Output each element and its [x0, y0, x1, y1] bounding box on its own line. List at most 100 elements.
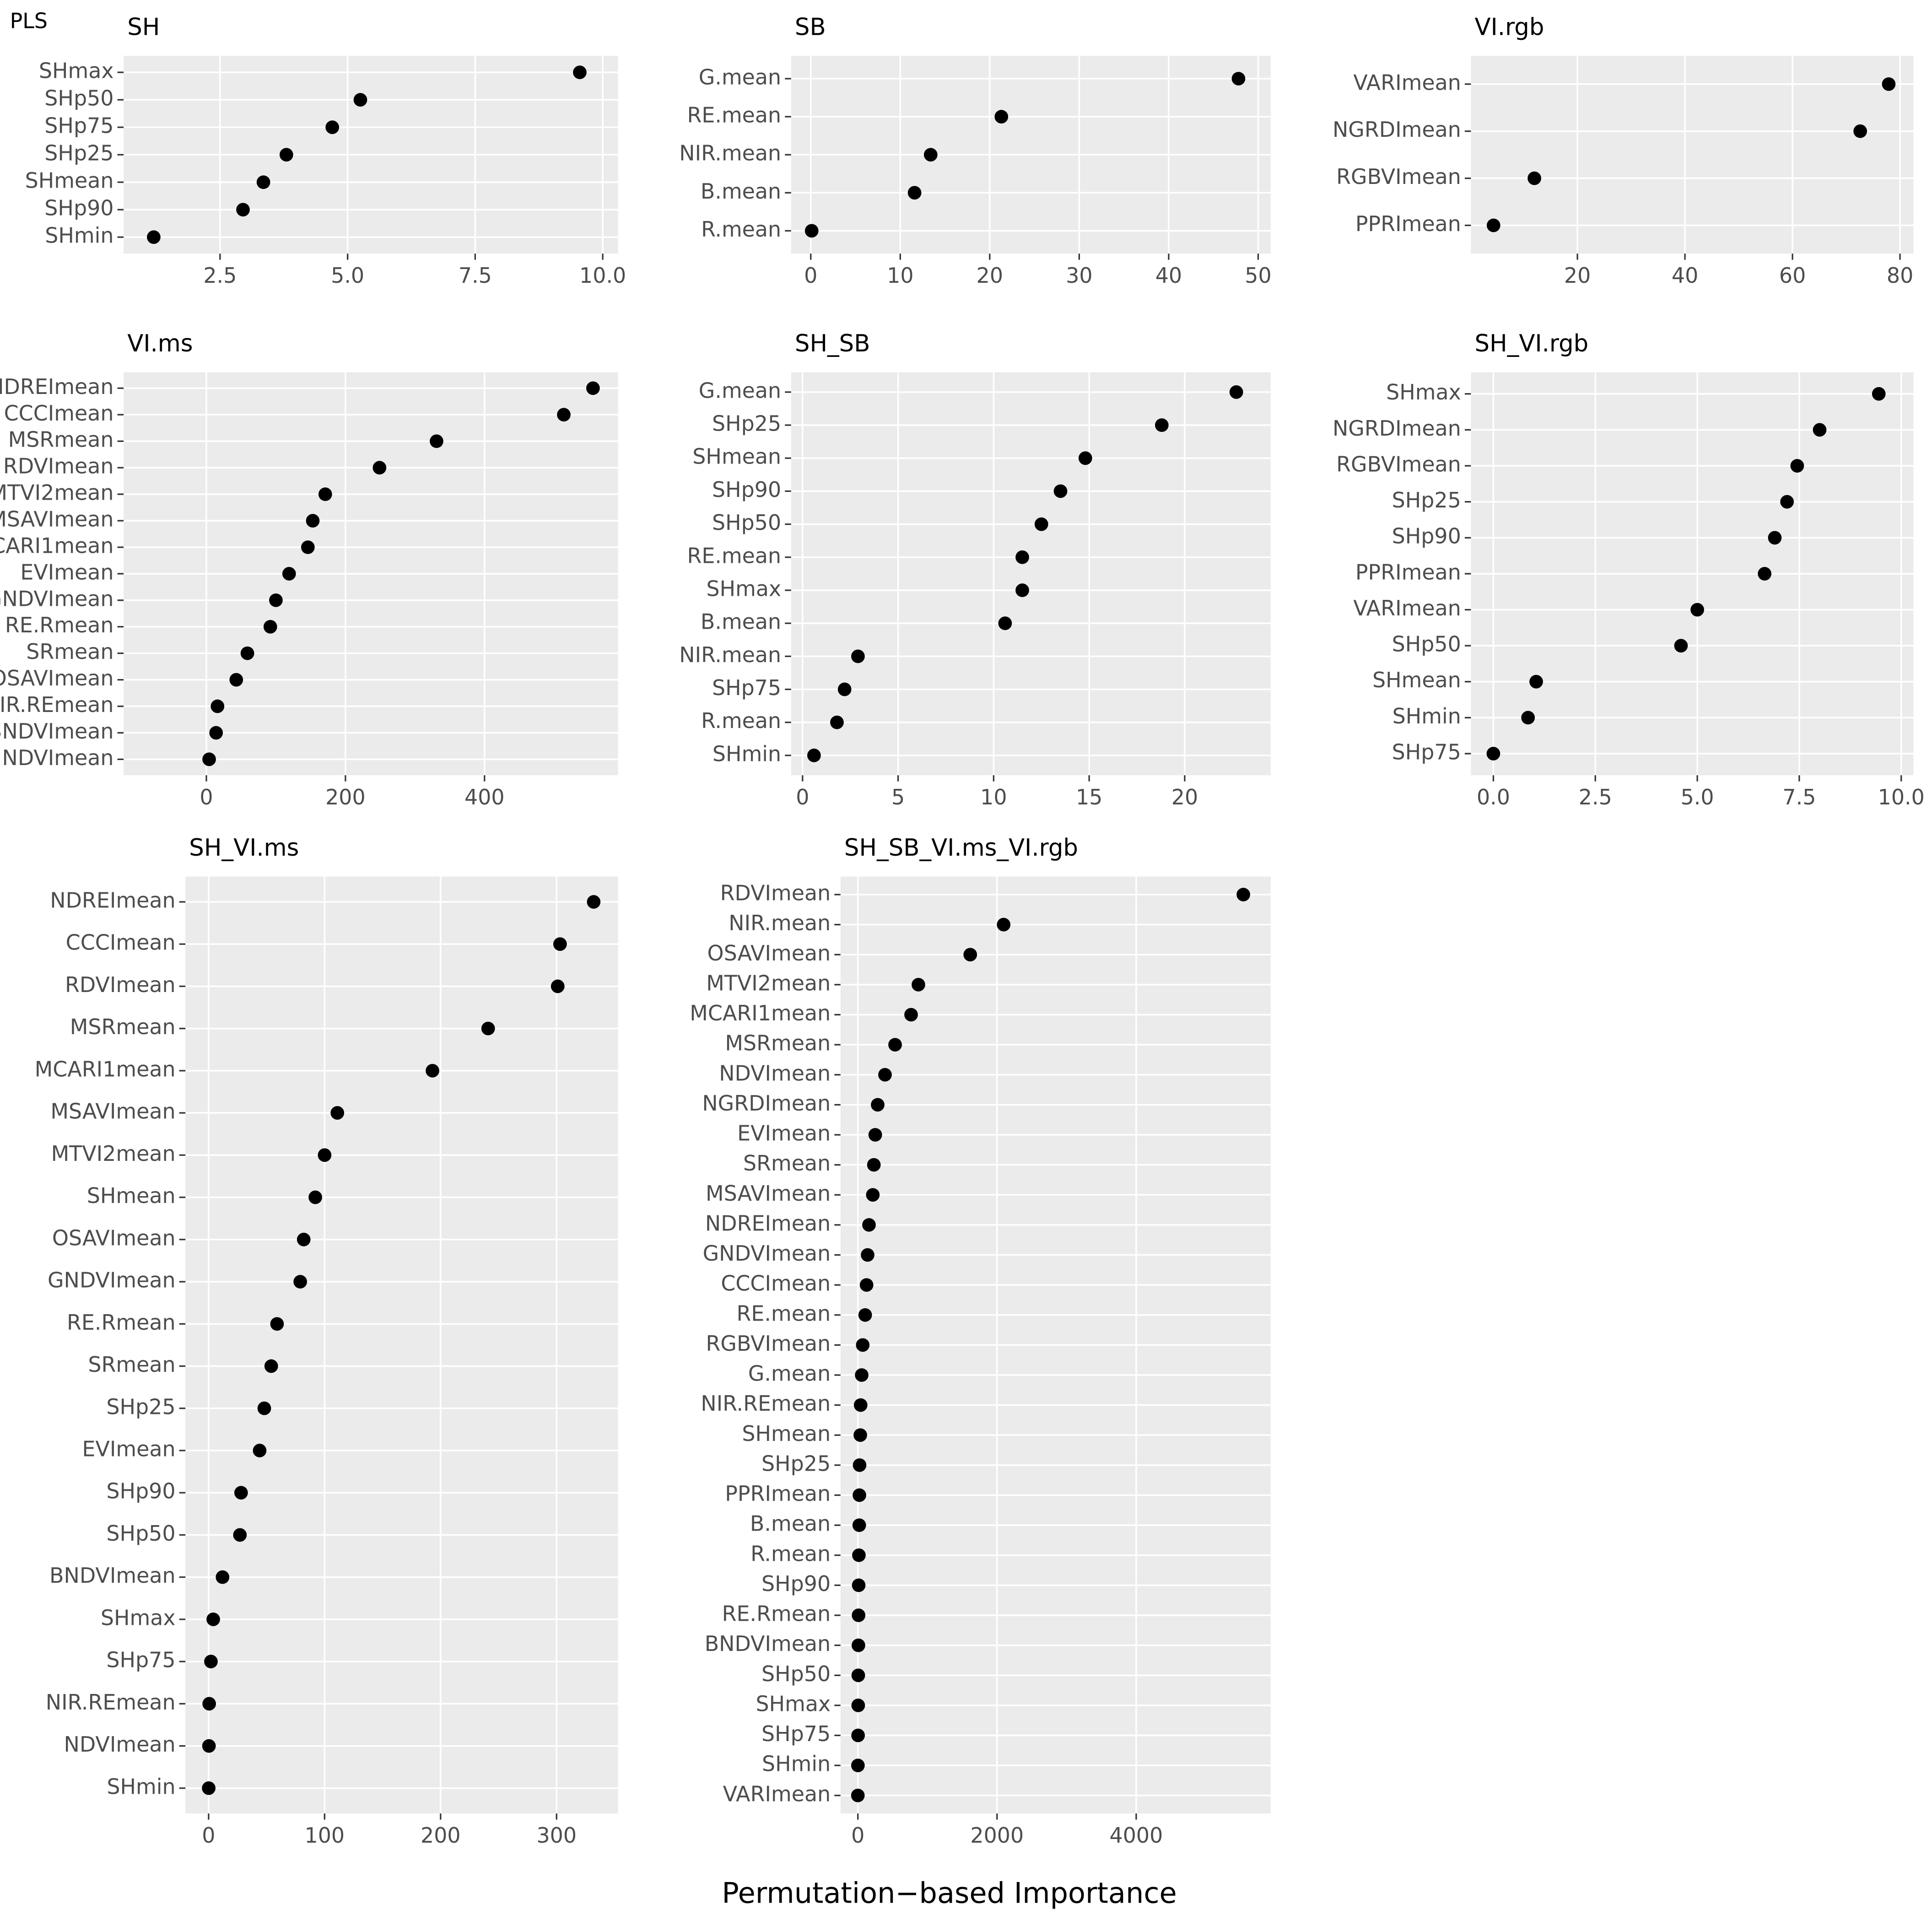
- dot: [586, 381, 600, 395]
- dot: [233, 1528, 247, 1542]
- x-tick-label: 5.0: [331, 263, 364, 288]
- y-tick-label: R.mean: [750, 1541, 831, 1566]
- y-tick-label: RGBVImean: [706, 1331, 831, 1356]
- dot: [1015, 583, 1029, 597]
- dot: [997, 917, 1011, 932]
- dot: [853, 1488, 866, 1502]
- x-tick-label: 0: [804, 263, 817, 288]
- panel-title: VI.ms: [127, 330, 193, 357]
- y-tick-label: RE.Rmean: [5, 613, 114, 637]
- dot: [858, 1308, 872, 1322]
- y-tick-label: RE.Rmean: [67, 1310, 176, 1335]
- x-tick-label: 0: [796, 785, 809, 809]
- dot: [308, 1190, 322, 1204]
- y-tick-label: NDREImean: [50, 888, 175, 913]
- dot: [1790, 459, 1804, 473]
- y-tick-label: SHmin: [762, 1752, 831, 1776]
- y-tick-label: SHmax: [101, 1605, 176, 1630]
- x-tick-label: 20: [1171, 785, 1198, 809]
- dot: [202, 752, 216, 766]
- dot: [202, 1781, 216, 1795]
- x-tick-label: 200: [325, 785, 366, 809]
- x-tick-label: 2.5: [203, 263, 237, 288]
- y-tick-label: GNDVImean: [703, 1241, 831, 1266]
- y-tick-label: GNDVImean: [0, 586, 114, 611]
- dot: [206, 1613, 220, 1626]
- x-tick-label: 40: [1155, 263, 1182, 288]
- x-tick-label: 10.0: [579, 263, 626, 288]
- x-tick-label: 60: [1779, 263, 1806, 288]
- y-tick-label: SHp75: [761, 1721, 831, 1746]
- y-tick-label: SRmean: [26, 639, 113, 664]
- y-tick-label: SHmean: [87, 1183, 176, 1208]
- panel-title: SH_VI.rgb: [1475, 330, 1589, 357]
- y-tick-label: NDREImean: [705, 1211, 831, 1235]
- x-tick-label: 15: [1076, 785, 1102, 809]
- dot: [852, 1518, 866, 1532]
- y-tick-label: SHp50: [106, 1521, 175, 1546]
- dot: [202, 1739, 216, 1753]
- dot: [851, 1728, 865, 1742]
- dot: [553, 937, 567, 951]
- dot: [204, 1655, 218, 1669]
- y-tick-label: SHp25: [1392, 488, 1461, 512]
- dot: [861, 1248, 874, 1262]
- dot: [851, 1788, 865, 1802]
- y-tick-label: CCCImean: [721, 1271, 831, 1296]
- dot: [1229, 385, 1243, 399]
- x-tick-label: 50: [1245, 263, 1271, 288]
- dot: [318, 1148, 332, 1162]
- y-tick-label: VARImean: [723, 1781, 831, 1806]
- x-tick-label: 10: [887, 263, 913, 288]
- dot: [481, 1021, 495, 1036]
- dot: [851, 1699, 865, 1712]
- dot: [550, 979, 565, 993]
- dot: [1813, 423, 1827, 437]
- panel-title: SH_SB_VI.ms_VI.rgb: [844, 834, 1078, 862]
- y-tick-label: RDVImean: [720, 881, 831, 906]
- dot: [229, 673, 243, 687]
- dot: [866, 1188, 880, 1202]
- dot: [1768, 531, 1782, 545]
- y-tick-label: NGRDImean: [702, 1091, 831, 1116]
- y-tick-label: SHmean: [692, 444, 781, 469]
- dot: [1527, 171, 1541, 185]
- y-tick-label: SHmax: [1386, 380, 1461, 404]
- x-tick-label: 10: [980, 785, 1007, 809]
- y-tick-label: SRmean: [88, 1352, 175, 1377]
- dot: [269, 593, 283, 607]
- y-tick-label: MSAVImean: [0, 507, 114, 532]
- dot: [851, 649, 865, 663]
- dot: [306, 514, 320, 528]
- y-tick-label: RGBVImean: [1336, 452, 1461, 476]
- x-tick-label: 5.0: [1681, 785, 1714, 809]
- x-tick-label: 100: [305, 1823, 345, 1848]
- dot: [1078, 451, 1092, 465]
- dot: [868, 1128, 882, 1142]
- y-tick-label: SHmin: [45, 223, 113, 248]
- y-tick-label: PPRImean: [725, 1481, 831, 1506]
- y-tick-label: BNDVImean: [0, 719, 114, 744]
- y-tick-label: B.mean: [750, 1511, 831, 1536]
- y-tick-label: B.mean: [701, 609, 781, 634]
- dot: [963, 948, 977, 962]
- dot: [426, 1064, 439, 1078]
- dot: [1034, 517, 1048, 531]
- dot: [1872, 387, 1886, 401]
- dot: [372, 461, 387, 475]
- dot: [301, 540, 315, 554]
- y-tick-label: R.mean: [701, 708, 781, 733]
- y-tick-label: SHp50: [44, 86, 113, 111]
- dot: [202, 1697, 216, 1711]
- dot: [852, 1578, 866, 1592]
- dot: [1486, 747, 1500, 760]
- y-tick-label: SHmin: [1392, 704, 1461, 728]
- x-axis-label: Permutation−based Importance: [722, 1877, 1176, 1910]
- y-tick-label: SHp25: [44, 141, 113, 166]
- y-tick-label: OSAVImean: [707, 941, 831, 965]
- y-tick-label: EVImean: [737, 1121, 831, 1146]
- y-tick-label: NIR.mean: [729, 911, 831, 935]
- x-tick-label: 400: [464, 785, 505, 809]
- dot: [257, 1401, 271, 1415]
- x-tick-label: 7.5: [459, 263, 492, 288]
